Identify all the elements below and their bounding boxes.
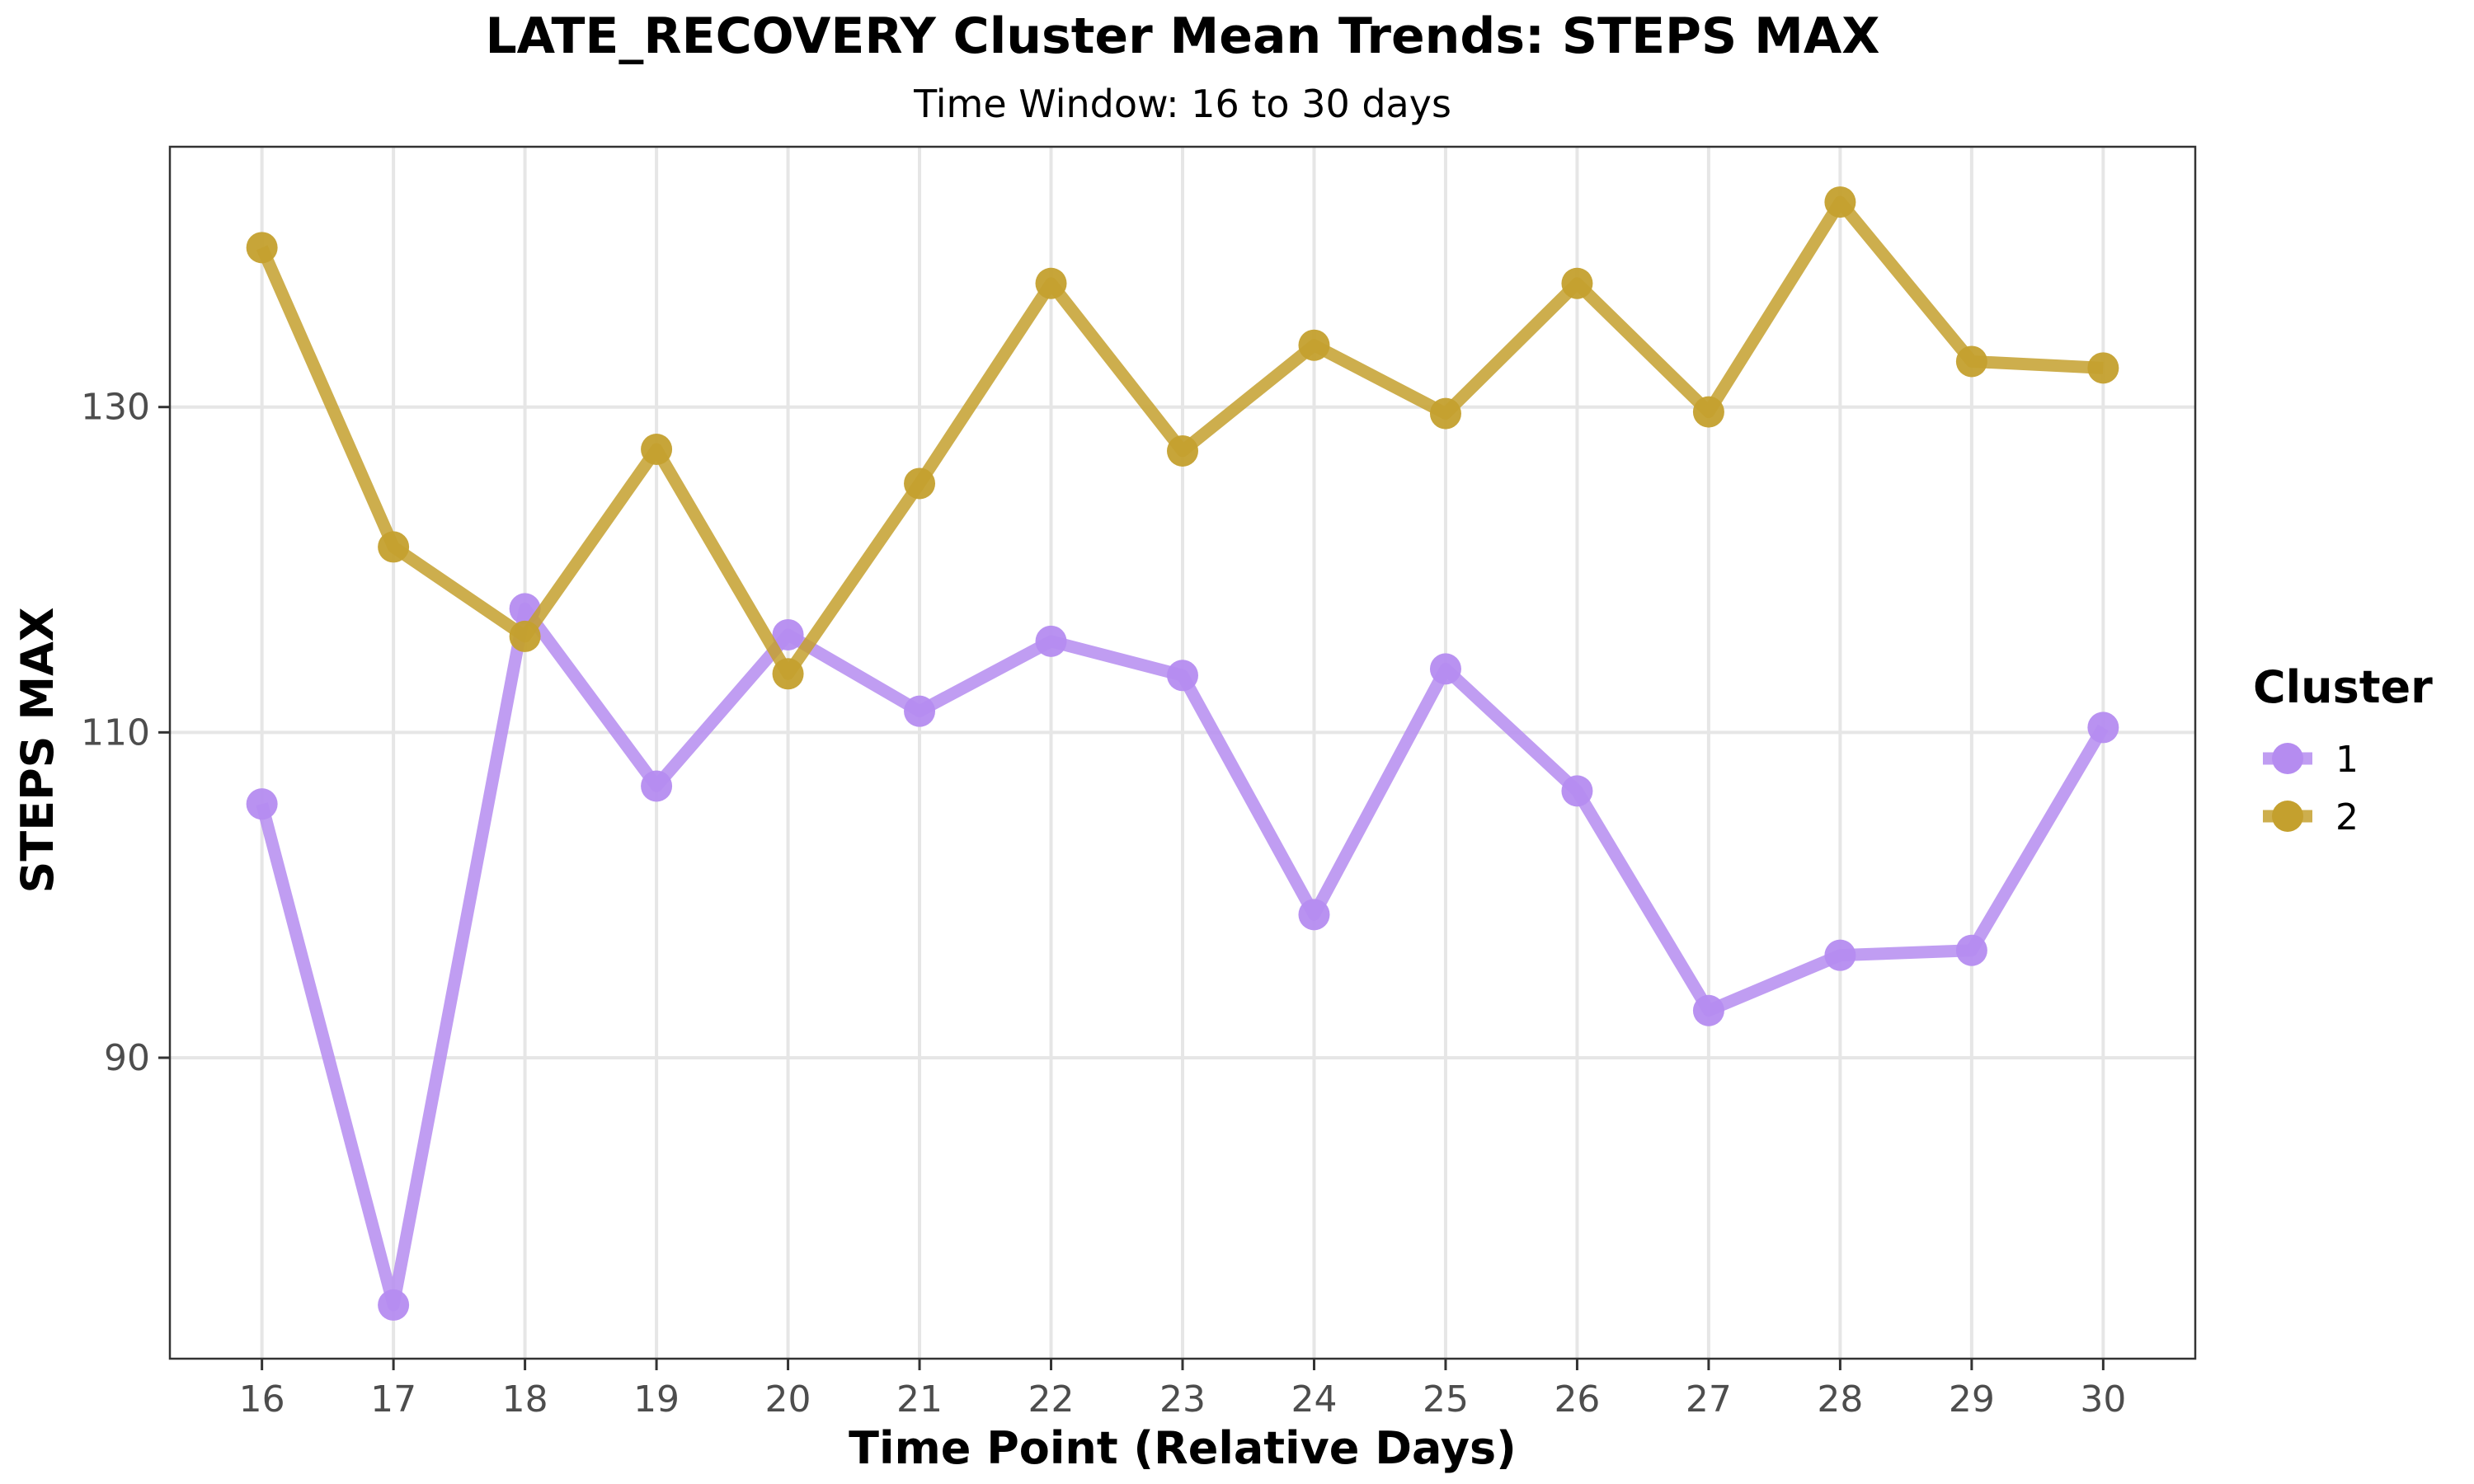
- x-tick-label: 20: [765, 1378, 811, 1421]
- data-point: [1692, 994, 1724, 1026]
- y-tick-label: 110: [81, 711, 150, 754]
- chart-title: LATE_RECOVERY Cluster Mean Trends: STEPS…: [485, 7, 1879, 65]
- grid-layer: [170, 147, 2195, 1359]
- x-tick-label: 18: [502, 1378, 548, 1421]
- x-tick-label: 30: [2080, 1378, 2126, 1421]
- legend-label: 1: [2335, 739, 2359, 781]
- data-point: [1824, 939, 1856, 971]
- data-point: [772, 658, 804, 690]
- data-point: [1167, 660, 1198, 692]
- data-point: [1955, 934, 1987, 966]
- data-point: [1298, 899, 1330, 931]
- data-point: [1298, 329, 1330, 361]
- data-point: [246, 788, 278, 820]
- data-point: [2087, 711, 2119, 744]
- data-point: [772, 618, 804, 650]
- data-point: [378, 1289, 410, 1321]
- x-tick-label: 28: [1817, 1378, 1863, 1421]
- data-point: [1429, 653, 1461, 685]
- data-point: [904, 695, 936, 727]
- y-tick-label: 90: [104, 1037, 150, 1079]
- data-point: [246, 232, 278, 264]
- series-2: [246, 186, 2119, 690]
- data-point: [641, 770, 673, 802]
- legend-marker: [2272, 801, 2303, 832]
- y-axis-title: STEPS MAX: [12, 607, 63, 893]
- x-tick-label: 16: [239, 1378, 285, 1421]
- legend-items: 12: [2263, 739, 2359, 838]
- legend-marker: [2272, 743, 2303, 774]
- data-point: [378, 531, 410, 563]
- legend: Cluster 12: [2253, 661, 2433, 838]
- data-point: [1429, 397, 1461, 430]
- data-point: [509, 620, 541, 652]
- data-point: [1824, 186, 1856, 218]
- data-point: [1955, 345, 1987, 378]
- data-point: [1561, 775, 1593, 807]
- x-tick-label: 23: [1159, 1378, 1206, 1421]
- x-axis-title: Time Point (Relative Days): [849, 1422, 1517, 1474]
- x-tick-label: 27: [1686, 1378, 1732, 1421]
- x-tick-label: 22: [1028, 1378, 1075, 1421]
- x-tick-label: 17: [370, 1378, 416, 1421]
- series-layer: [246, 186, 2119, 1321]
- data-point: [1167, 434, 1198, 467]
- legend-item: 1: [2263, 739, 2359, 781]
- data-point: [1035, 625, 1067, 657]
- x-tick-label: 25: [1423, 1378, 1469, 1421]
- legend-item: 2: [2263, 796, 2359, 838]
- x-tick-label: 21: [896, 1378, 943, 1421]
- data-point: [1561, 267, 1593, 299]
- legend-title: Cluster: [2253, 661, 2433, 713]
- data-point: [904, 467, 936, 500]
- chart-subtitle: Time Window: 16 to 30 days: [913, 82, 1451, 126]
- data-point: [1692, 396, 1724, 428]
- x-tick-label: 26: [1554, 1378, 1600, 1421]
- x-tick-label: 29: [1949, 1378, 1995, 1421]
- legend-label: 2: [2335, 796, 2359, 838]
- data-point: [641, 434, 673, 466]
- data-point: [2087, 352, 2119, 384]
- x-tick-label: 19: [633, 1378, 680, 1421]
- data-point: [1035, 267, 1067, 299]
- y-tick-label: 130: [81, 387, 150, 429]
- series-1: [246, 593, 2119, 1321]
- axis-layer: 16 17 18 19 20 21 22 23 24 25 26 27 28 29 30 90 110 130: [81, 387, 2126, 1421]
- x-tick-label: 24: [1291, 1378, 1337, 1421]
